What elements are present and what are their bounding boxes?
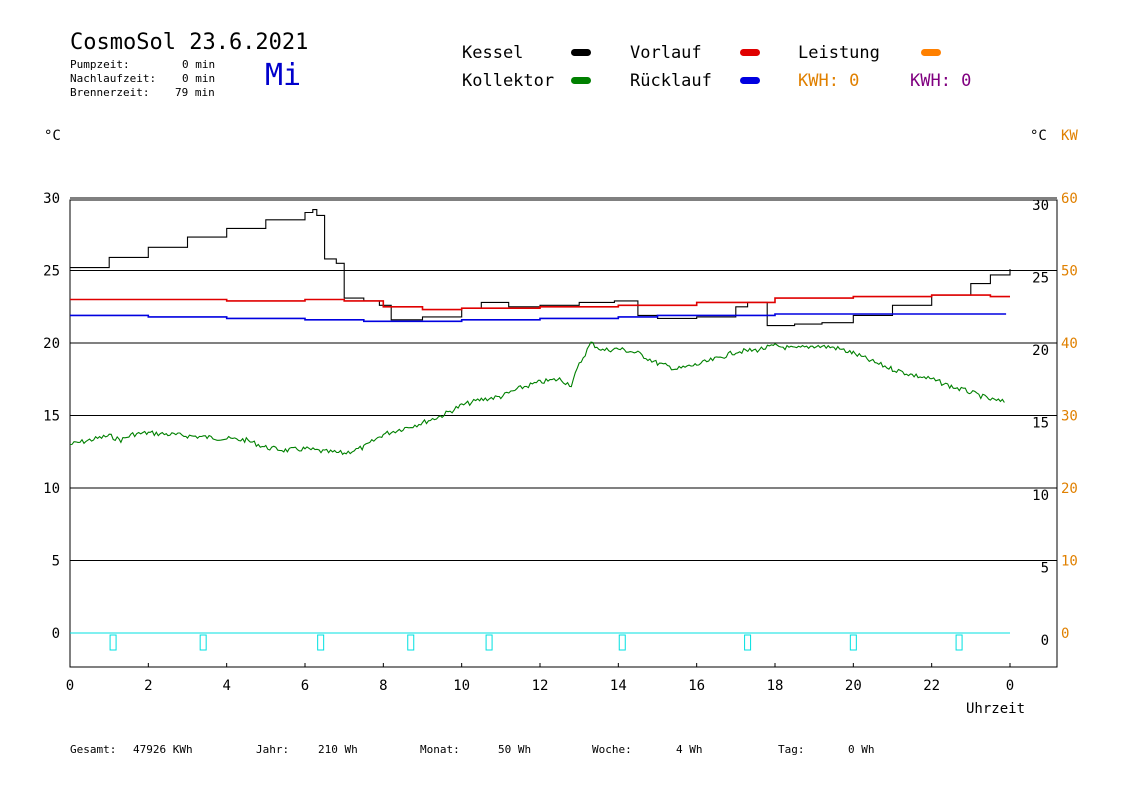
pump-event-0	[109, 634, 117, 651]
legend-kessel-label: Kessel	[462, 43, 524, 63]
legend-ruecklauf-label: Rücklauf	[630, 71, 712, 91]
chart-title: CosmoSol 23.6.2021	[70, 30, 309, 55]
x-tick-2: 4	[222, 678, 230, 694]
x-tick-0: 0	[66, 678, 74, 694]
series-kessel	[70, 209, 1011, 327]
plot-frame	[69, 199, 1058, 668]
x-tick-9: 18	[767, 678, 784, 694]
y2-tick-kw-40: 40	[1061, 336, 1078, 352]
left-axis-unit: °C	[44, 128, 61, 144]
footer-monat-label: Monat:	[420, 743, 460, 756]
pump-event-6	[744, 634, 752, 651]
x-tick-5: 10	[453, 678, 470, 694]
footer-woche-label: Woche:	[592, 743, 632, 756]
y2-tick-kw-50: 50	[1061, 264, 1078, 280]
stat-nachlaufzeit-value: 0 min	[182, 72, 216, 85]
y-tick-left-30: 30	[43, 191, 60, 207]
footer-jahr-label: Jahr:	[256, 743, 290, 756]
y-tick-right-30: 30	[1032, 198, 1049, 214]
y2-tick-kw-60: 60	[1061, 191, 1078, 207]
y-tick-left-0: 0	[52, 626, 60, 642]
pump-event-7	[849, 634, 857, 651]
y-tick-left-15: 15	[43, 409, 60, 425]
y-tick-left-5: 5	[52, 554, 60, 570]
weekday-label: Mi	[265, 58, 302, 93]
y-tick-right-15: 15	[1032, 416, 1049, 432]
right-axis-unit-kw: KW	[1061, 128, 1078, 144]
legend-kessel-swatch	[571, 49, 591, 56]
x-tick-8: 16	[688, 678, 705, 694]
legend-vorlauf-swatch	[740, 49, 760, 56]
footer-woche-value: 4 Wh	[676, 743, 703, 756]
pump-event-8	[955, 634, 963, 651]
y-tick-left-20: 20	[43, 336, 60, 352]
footer-monat-value: 50 Wh	[498, 743, 532, 756]
series-ruecklauf	[70, 313, 1007, 323]
y2-tick-kw-20: 20	[1061, 481, 1078, 497]
x-axis-label: Uhrzeit	[966, 701, 1026, 717]
x-tick-10: 20	[845, 678, 862, 694]
x-tick-6: 12	[532, 678, 549, 694]
y-tick-right-25: 25	[1032, 271, 1049, 287]
footer-tag-label: Tag:	[778, 743, 805, 756]
series-vorlauf	[70, 294, 1010, 311]
legend-kwh-orange: KWH: 0	[798, 71, 860, 91]
y-tick-left-10: 10	[43, 481, 60, 497]
pump-event-3	[407, 634, 415, 651]
x-tick-12: 0	[1006, 678, 1014, 694]
y2-tick-kw-30: 30	[1061, 409, 1078, 425]
stat-brennerzeit-label: Brennerzeit:	[70, 86, 150, 99]
stat-brennerzeit-value: 79 min	[175, 86, 215, 99]
y-tick-right-0: 0	[1041, 633, 1049, 649]
pump-event-4	[485, 634, 493, 651]
y2-tick-kw-0: 0	[1061, 626, 1069, 642]
x-tick-7: 14	[610, 678, 627, 694]
y-tick-right-10: 10	[1032, 488, 1049, 504]
series-kollektor	[69, 341, 1005, 456]
right-axis-unit-celsius: °C	[1030, 128, 1047, 144]
legend-kollektor-swatch	[571, 77, 591, 84]
legend-ruecklauf-swatch	[740, 77, 760, 84]
x-tick-11: 22	[923, 678, 940, 694]
pump-event-5	[618, 634, 626, 651]
footer-jahr-value: 210 Wh	[318, 743, 358, 756]
legend-kollektor-label: Kollektor	[462, 71, 555, 91]
footer-gesamt-value: 47926 KWh	[133, 743, 193, 756]
pump-event-2	[317, 634, 325, 651]
stat-nachlaufzeit-label: Nachlaufzeit:	[70, 72, 157, 85]
pump-event-1	[199, 634, 207, 651]
y-tick-right-5: 5	[1041, 561, 1049, 577]
footer-tag-value: 0 Wh	[848, 743, 875, 756]
legend-kwh-purple: KWH: 0	[910, 71, 972, 91]
y2-tick-kw-10: 10	[1061, 554, 1078, 570]
stat-pumpzeit-value: 0 min	[182, 58, 216, 71]
legend-vorlauf-label: Vorlauf	[630, 43, 702, 63]
x-tick-4: 8	[379, 678, 387, 694]
footer-gesamt-label: Gesamt:	[70, 743, 117, 756]
legend-leistung-swatch	[921, 49, 941, 56]
x-tick-1: 2	[144, 678, 152, 694]
x-tick-3: 6	[301, 678, 309, 694]
y-tick-right-20: 20	[1032, 343, 1049, 359]
y-tick-left-25: 25	[43, 264, 60, 280]
stat-pumpzeit-label: Pumpzeit:	[70, 58, 130, 71]
legend-leistung-label: Leistung	[798, 43, 880, 63]
